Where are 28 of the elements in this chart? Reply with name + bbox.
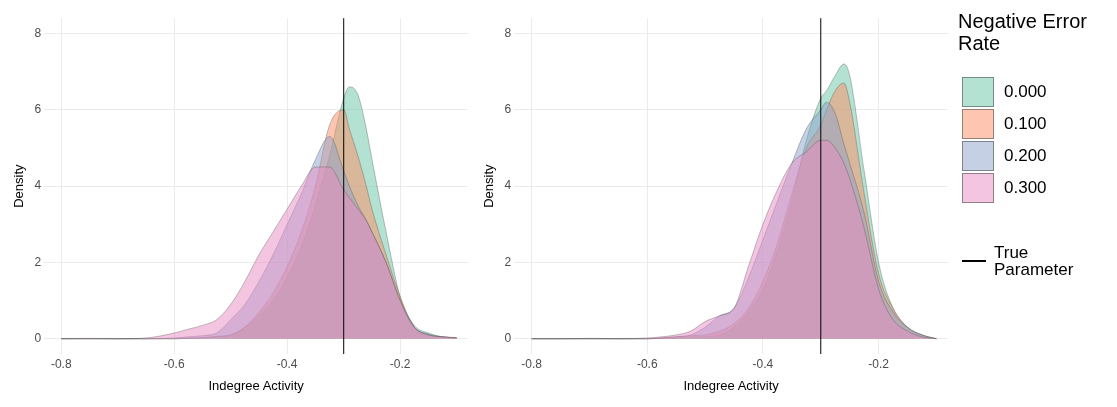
x-tick-label: -0.8: [50, 356, 72, 371]
y-tick-label: 4: [34, 178, 42, 193]
legend-title: Negative Error Rate: [958, 10, 1088, 54]
x-tick-label: -0.4: [752, 356, 774, 371]
x-tick-label: -0.4: [276, 356, 298, 371]
legend-label: 0.200: [1004, 146, 1047, 166]
legend-label: 0.100: [1004, 114, 1047, 134]
y-tick-label: 2: [504, 254, 512, 269]
y-tick-label: 6: [504, 102, 512, 117]
x-tick-label: -0.6: [163, 356, 185, 371]
x-tick-label: -0.2: [868, 356, 890, 371]
x-axis-title: Indegree Activity: [208, 377, 305, 393]
y-axis-title: Density: [11, 163, 27, 208]
y-tick-label: 8: [34, 25, 42, 40]
text: True Parameter: [994, 243, 1075, 279]
y-tick-label: 0: [504, 331, 512, 346]
x-tick-label: -0.6: [636, 356, 658, 371]
y-tick-label: 0: [34, 331, 42, 346]
x-tick-label: -0.2: [389, 356, 411, 371]
y-tick-label: 2: [34, 254, 42, 269]
y-axis-title: Density: [481, 163, 497, 208]
legend-label: 0.000: [1004, 82, 1047, 102]
y-tick-label: 6: [34, 102, 42, 117]
y-tick-label: 4: [504, 178, 512, 193]
x-tick-label: -0.8: [521, 356, 543, 371]
y-tick-label: 8: [504, 25, 512, 40]
x-axis-title: Indegree Activity: [683, 377, 780, 393]
legend-label: 0.300: [1004, 178, 1047, 198]
